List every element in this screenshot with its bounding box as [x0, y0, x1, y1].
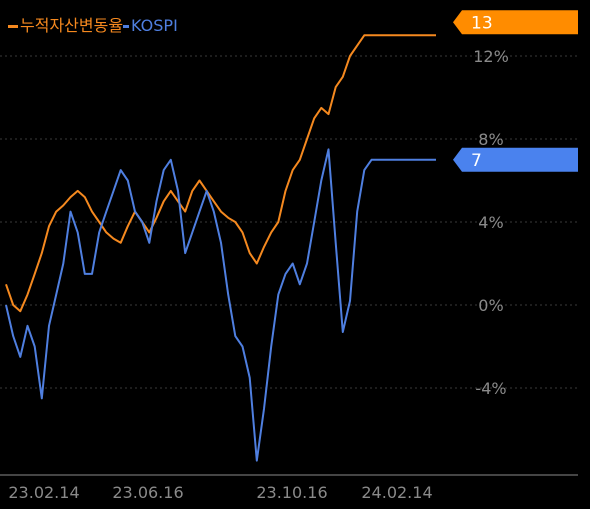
- legend-label-portfolio: 누적자산변동율: [20, 16, 124, 35]
- legend-swatch-kospi: [123, 25, 130, 28]
- x-axis-ticks: 23.02.14 23.06.16 23.10.16 24.02.14: [8, 483, 432, 502]
- series-lines: [5, 34, 436, 462]
- legend-label-kospi: KOSPI: [131, 16, 178, 35]
- last-value-label-portfolio: 13: [471, 13, 493, 33]
- x-tick-label: 23.10.16: [256, 483, 327, 502]
- last-value-label-kospi: 7: [471, 151, 482, 171]
- y-tick-label: 0%: [478, 296, 503, 315]
- x-tick-label: 23.02.14: [8, 483, 79, 502]
- y-tick-label: 12%: [473, 47, 509, 66]
- series-line-portfolio: [5, 34, 436, 313]
- y-axis-ticks: 12% 8% 4% 0% -4%: [473, 47, 509, 398]
- last-value-flag-portfolio: [453, 10, 578, 35]
- y-tick-label: 4%: [478, 213, 503, 232]
- y-tick-label: 8%: [478, 130, 503, 149]
- series-line-kospi: [5, 148, 436, 462]
- x-tick-label: 23.06.16: [112, 483, 183, 502]
- last-value-flag-kospi: [453, 147, 578, 172]
- grid-lines: [0, 55, 578, 389]
- legend-swatch-portfolio: [8, 25, 18, 28]
- y-tick-label: -4%: [475, 379, 506, 398]
- x-tick-label: 24.02.14: [361, 483, 432, 502]
- last-value-flags: 13 7: [453, 10, 578, 172]
- legend: 누적자산변동율 KOSPI: [8, 12, 178, 36]
